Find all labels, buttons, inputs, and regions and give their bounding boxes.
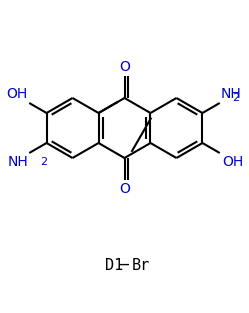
Text: 2: 2 xyxy=(40,157,47,167)
Text: OH: OH xyxy=(222,155,243,169)
Text: 2: 2 xyxy=(232,93,239,103)
Text: NH: NH xyxy=(7,155,28,169)
Text: —: — xyxy=(119,256,129,274)
Text: O: O xyxy=(119,60,130,74)
Text: Br: Br xyxy=(132,258,150,273)
Text: O: O xyxy=(119,182,130,196)
Text: D1: D1 xyxy=(105,258,123,273)
Text: OH: OH xyxy=(6,87,27,101)
Text: NH: NH xyxy=(221,87,242,101)
